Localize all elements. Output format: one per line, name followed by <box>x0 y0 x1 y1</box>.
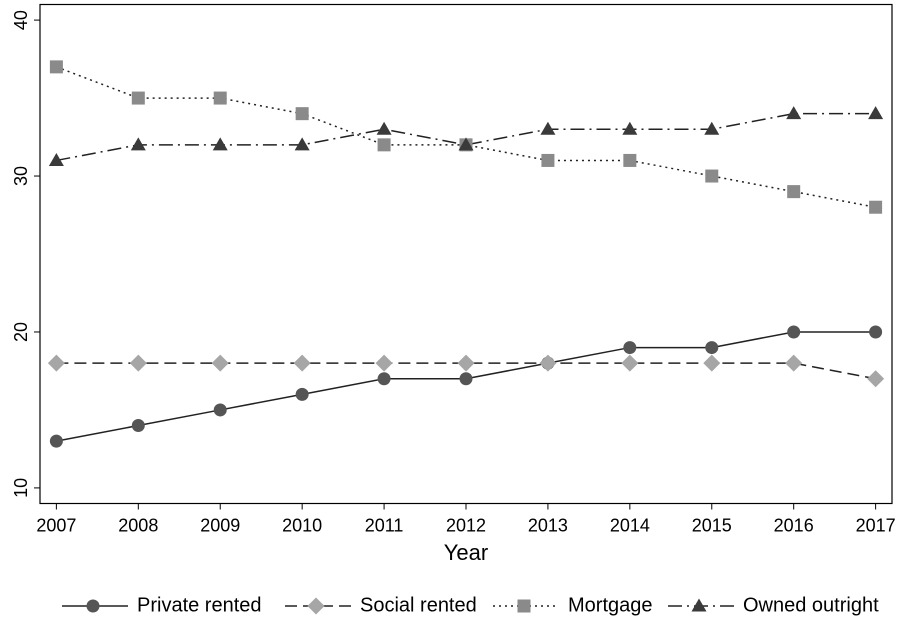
point <box>213 403 227 417</box>
point <box>129 354 147 372</box>
point <box>540 121 556 135</box>
x-tick-label: 2015 <box>692 515 732 535</box>
y-tick-label: 30 <box>11 166 31 186</box>
series-line <box>56 362 876 380</box>
series-line <box>56 112 876 162</box>
point <box>49 434 63 448</box>
point <box>786 106 802 120</box>
x-tick-label: 2014 <box>610 515 650 535</box>
x-axis-title: Year <box>444 540 488 565</box>
point <box>293 354 311 372</box>
y-tick-label: 10 <box>11 478 31 498</box>
point <box>457 354 475 372</box>
x-tick-label: 2012 <box>446 515 486 535</box>
legend-marker <box>86 599 100 613</box>
point <box>376 121 392 135</box>
legend-label: Private rented <box>137 594 262 616</box>
point <box>541 153 555 167</box>
point <box>623 153 637 167</box>
point <box>621 354 639 372</box>
point <box>211 354 229 372</box>
legend-label: Social rented <box>360 594 477 616</box>
x-tick-label: 2008 <box>118 515 158 535</box>
point <box>623 341 637 355</box>
series-line <box>56 331 876 442</box>
point <box>47 354 65 372</box>
plot-frame <box>39 3 893 505</box>
point <box>869 200 883 214</box>
x-tick-label: 2009 <box>200 515 240 535</box>
point <box>295 107 309 121</box>
point <box>212 137 228 151</box>
point <box>131 419 145 433</box>
point <box>539 354 557 372</box>
point <box>704 121 720 135</box>
y-tick-label: 40 <box>11 10 31 30</box>
point <box>48 152 64 166</box>
point <box>458 137 474 151</box>
y-tick-label: 20 <box>11 322 31 342</box>
point <box>49 60 63 74</box>
point <box>377 372 391 386</box>
x-tick-label: 2013 <box>528 515 568 535</box>
point <box>375 354 393 372</box>
point <box>131 91 145 105</box>
series-line <box>56 66 876 208</box>
point <box>785 354 803 372</box>
point <box>705 341 719 355</box>
legend-marker <box>517 599 531 613</box>
point <box>868 106 884 120</box>
point <box>703 354 721 372</box>
x-tick-label: 2010 <box>282 515 322 535</box>
point <box>867 370 885 388</box>
point <box>295 387 309 401</box>
x-tick-label: 2007 <box>36 515 76 535</box>
point <box>622 121 638 135</box>
point <box>459 372 473 386</box>
x-tick-label: 2011 <box>365 515 404 535</box>
legend-marker <box>691 598 707 612</box>
point <box>787 185 801 199</box>
x-tick-label: 2017 <box>856 515 896 535</box>
point <box>294 137 310 151</box>
legend-label: Mortgage <box>568 594 653 616</box>
point <box>213 91 227 105</box>
legend-marker <box>307 597 325 615</box>
x-tick-label: 2016 <box>774 515 814 535</box>
point <box>705 169 719 183</box>
point <box>377 138 391 152</box>
point <box>130 137 146 151</box>
point <box>869 325 883 339</box>
legend-label: Owned outright <box>743 594 879 616</box>
point <box>787 325 801 339</box>
